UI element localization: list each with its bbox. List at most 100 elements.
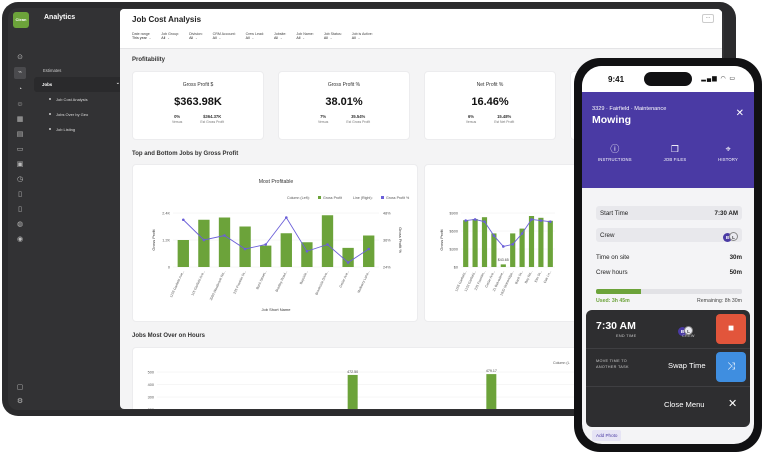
filter-value: All ⌄ xyxy=(189,36,198,40)
sidebar-item-job-cost-analysis[interactable]: Job Cost Analysis › xyxy=(34,92,126,107)
filter-4[interactable]: Crew Lead: All ⌄ xyxy=(246,32,264,40)
job-title: Mowing xyxy=(592,114,632,126)
shuffle-icon: ⤨ xyxy=(727,361,735,372)
x-tick-label: Bank Street... xyxy=(255,270,267,290)
filter-2[interactable]: Division: All ⌄ xyxy=(189,32,203,40)
filter-6[interactable]: Job Name: All ⌄ xyxy=(296,32,313,40)
chart-most-profitable: Most Profitable Column (Left): Gross Profi… xyxy=(151,179,410,312)
filter-0[interactable]: Date range This year ⌄ xyxy=(132,32,151,40)
close-menu-icon[interactable]: ✕ xyxy=(728,398,738,410)
bar xyxy=(198,219,210,267)
kpi-card-net-profit: Net Profit % 16.46% 6% Versus 15.48% Est Ne… xyxy=(424,71,556,140)
crew-label: Crew xyxy=(600,232,615,239)
help-icon[interactable]: ▢ xyxy=(16,384,24,391)
swap-time-label[interactable]: Swap Time xyxy=(668,361,706,370)
history-icon: ⌖ xyxy=(725,144,731,154)
y2-tick-label: 24% xyxy=(383,266,391,270)
avatar: L xyxy=(729,232,738,241)
stop-button[interactable]: ■ xyxy=(716,314,746,344)
line-point xyxy=(264,243,267,246)
kpi-versus: 7% Versus xyxy=(317,114,329,124)
kpi-estimate: 15.48% Est Net Profit xyxy=(494,114,515,124)
filter-5[interactable]: Jobsite: All ⌄ xyxy=(274,32,286,40)
y2-tick-label: 48% xyxy=(383,212,391,216)
line-point xyxy=(243,247,247,251)
remaining-hours: Remaining: 8h 30m xyxy=(697,298,742,304)
sidebar-group-estimates[interactable]: Estimates xyxy=(43,68,62,73)
legend-entry: Gross Profit xyxy=(323,196,342,200)
line-point xyxy=(511,243,514,246)
calendar-icon[interactable]: ▦ xyxy=(16,116,24,123)
divider xyxy=(586,348,750,349)
kpi-title: Gross Profit % xyxy=(327,82,361,88)
swap-time-button[interactable]: ⤨ xyxy=(716,352,746,382)
filter-label: Crew Lead: xyxy=(245,32,265,36)
close-menu-label[interactable]: Close Menu xyxy=(664,400,705,409)
report-icon[interactable]: ▯ xyxy=(18,206,22,213)
add-photo-button[interactable]: Add Photo xyxy=(592,430,622,441)
used-hours: Used: 3h 45m xyxy=(596,298,630,304)
sidebar-item-jobs[interactable]: Jobs ⌄ xyxy=(34,77,126,92)
chevron-down-icon: ⌄ xyxy=(218,36,222,40)
globe-icon[interactable]: ◍ xyxy=(16,221,24,228)
document-icon[interactable]: ▤ xyxy=(16,131,24,138)
filter-8[interactable]: Job is Active: All ⌄ xyxy=(352,32,373,40)
line-point xyxy=(367,247,370,251)
truck-icon[interactable]: ▭ xyxy=(16,146,24,153)
pie-icon[interactable]: ◔ xyxy=(17,86,23,93)
line-point xyxy=(346,261,350,264)
close-icon[interactable]: ✕ xyxy=(735,108,744,119)
filter-label: Job Group: xyxy=(161,32,180,36)
page-title: Job Cost Analysis xyxy=(132,15,202,24)
phone-device: 9:41 ▂▄▆ ◠ ▭ 3329 · Fairfield · Maintena… xyxy=(574,58,762,452)
schedule-icon[interactable]: ▣ xyxy=(16,161,24,168)
history-button[interactable]: ⌖ HISTORY xyxy=(718,144,738,162)
bar xyxy=(519,228,525,267)
chevron-down-icon: ⌄ xyxy=(280,36,283,40)
settings-icon[interactable]: ◉ xyxy=(16,236,24,243)
bar xyxy=(538,217,544,267)
filter-label: Job is Active: xyxy=(351,32,373,36)
line-point xyxy=(464,219,467,222)
bar xyxy=(260,245,272,267)
clock-icon[interactable]: ◷ xyxy=(16,176,24,183)
sidebar-item-job-listing[interactable]: Job Listing xyxy=(34,122,126,137)
bar xyxy=(528,216,535,267)
avatar: B xyxy=(723,233,732,242)
filter-3[interactable]: CRM Account: All ⌄ xyxy=(213,32,236,40)
invoice-icon[interactable]: ▯ xyxy=(18,191,22,198)
y-tick-label: 300 xyxy=(148,396,154,400)
filter-label: Date range xyxy=(132,32,150,36)
end-time-value[interactable]: 7:30 AM xyxy=(596,320,636,332)
bar xyxy=(347,374,358,409)
x-tick-label: Bradley Road... xyxy=(275,270,289,293)
gear-icon[interactable]: ⚙ xyxy=(16,398,24,405)
start-time-row[interactable]: Start Time 7:30 AM xyxy=(596,206,742,220)
filter-7[interactable]: Job Status: All ⌄ xyxy=(324,32,342,40)
home-icon[interactable]: ⊙ xyxy=(17,54,23,61)
y2-tick-label: 36% xyxy=(383,239,391,243)
kpi-card-gross-profit-pct: Gross Profit % 38.01% 7% Versus 35.54% Est … xyxy=(278,71,410,140)
filter-1[interactable]: Job Group: All ⌄ xyxy=(161,32,179,40)
sidebar-item-jobs-over-by-geo[interactable]: Jobs Over by Geo xyxy=(34,107,126,122)
line-point xyxy=(182,218,185,222)
more-options-button[interactable]: ··· xyxy=(702,14,714,23)
bar xyxy=(321,215,334,267)
line-point xyxy=(492,234,496,237)
filter-value: All ⌄ xyxy=(274,36,283,40)
hours-summary: Used: 3h 45m Remaining: 8h 30m xyxy=(596,298,742,304)
analytics-icon[interactable]: ⌁ xyxy=(14,67,26,79)
legend-swatch xyxy=(318,196,321,199)
instructions-button[interactable]: ⓘ INSTRUCTIONS xyxy=(598,144,632,162)
bar xyxy=(218,217,231,267)
line-point xyxy=(549,220,552,223)
hours-progress-bar xyxy=(596,289,742,294)
job-files-button[interactable]: ❐ JOB FILES xyxy=(664,144,687,162)
bar xyxy=(481,217,488,267)
users-icon[interactable]: ☺ xyxy=(16,101,24,108)
filter-value: All ⌄ xyxy=(212,36,222,40)
bullet-icon xyxy=(49,113,51,115)
